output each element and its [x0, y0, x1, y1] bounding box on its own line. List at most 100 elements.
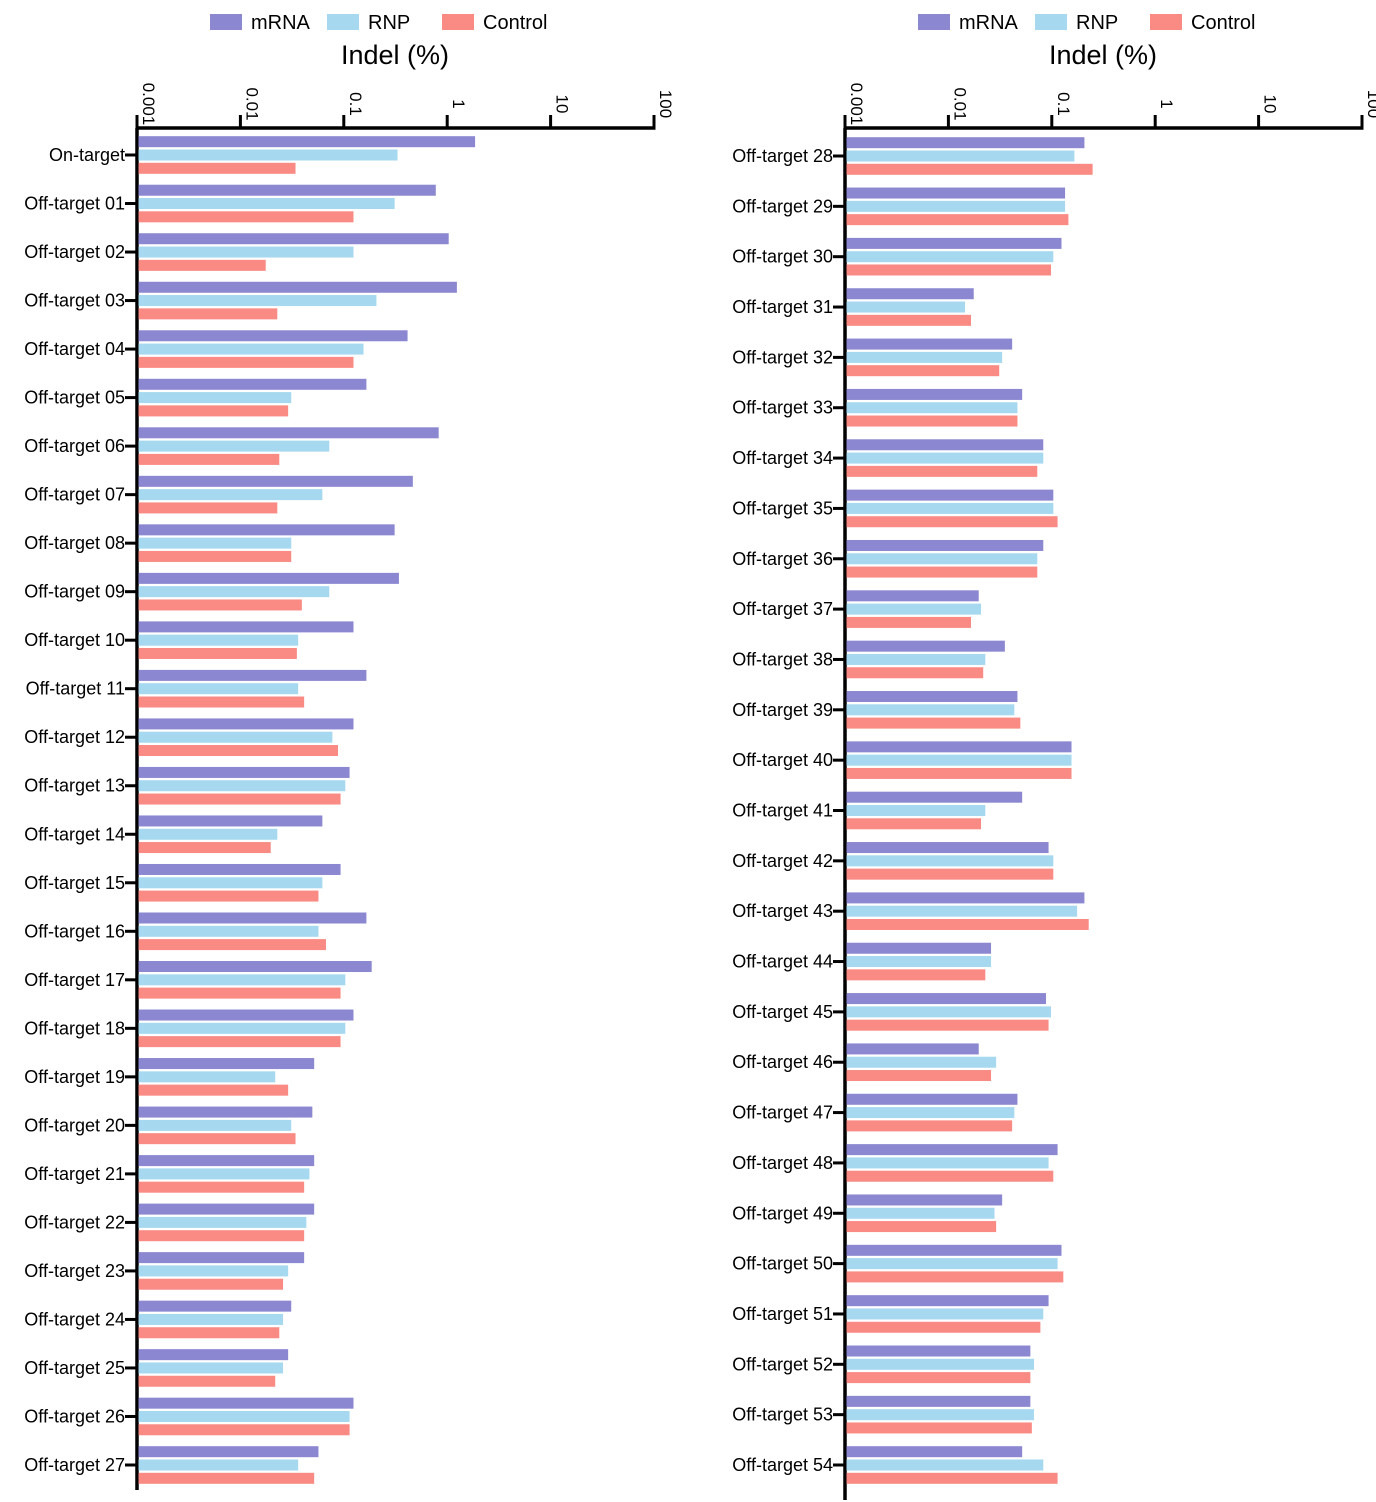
x-tick-label: 0.001 — [139, 83, 158, 126]
chart-1: mRNA RNP Control Indel (%) 0.001 0.01 0.1 1 10 10… — [24, 12, 675, 1490]
category-row: Off-target 27 — [24, 1446, 319, 1484]
bar-rnp — [138, 877, 323, 889]
category-label: Off-target 34 — [732, 448, 833, 468]
category-row: Off-target 13 — [24, 766, 350, 805]
legend-swatch-control — [1150, 14, 1182, 30]
bar-mrna — [138, 233, 449, 245]
bar-control — [138, 405, 289, 417]
category-row: Off-target 07 — [24, 475, 413, 514]
x-tick-label: 1 — [1157, 99, 1176, 108]
bar-rnp — [138, 780, 346, 792]
bar-control — [138, 842, 271, 854]
bar-mrna — [846, 1093, 1018, 1105]
bar-control — [138, 162, 296, 174]
category-row: On-target — [49, 136, 476, 174]
bar-rnp — [138, 1313, 284, 1325]
x-tick-label: 10 — [1261, 95, 1280, 114]
bar-control — [138, 1375, 276, 1387]
category-label: Off-target 43 — [732, 901, 833, 921]
bar-control — [846, 1170, 1054, 1182]
legend: mRNA RNP Control — [210, 12, 547, 34]
category-label: Off-target 37 — [732, 599, 833, 619]
category-label: Off-target 02 — [24, 242, 125, 262]
bar-rnp — [846, 452, 1044, 464]
category-label: Off-target 49 — [732, 1203, 833, 1223]
category-label: Off-target 13 — [24, 776, 125, 796]
legend-label-control: Control — [483, 12, 547, 34]
bar-rnp — [846, 1409, 1034, 1421]
category-row: Off-target 12 — [24, 718, 354, 757]
x-tick-label: 0.01 — [950, 87, 969, 120]
bar-control — [846, 918, 1089, 930]
bar-rnp — [138, 489, 323, 501]
category-row: Off-target 42 — [732, 842, 1054, 880]
bar-control — [846, 1422, 1032, 1434]
bar-mrna — [138, 669, 367, 681]
bar-rnp — [138, 828, 278, 840]
category-row: Off-target 50 — [732, 1244, 1064, 1283]
bar-mrna — [846, 1295, 1049, 1307]
legend: mRNA RNP Control — [918, 12, 1255, 34]
bar-rnp — [846, 402, 1018, 414]
category-row: Off-target 33 — [732, 388, 1023, 427]
bar-rnp — [138, 1168, 310, 1180]
x-tick-label: 10 — [553, 95, 572, 114]
category-row: Off-target 17 — [24, 961, 372, 999]
category-label: Off-target 50 — [732, 1254, 833, 1274]
category-row: Off-target 52 — [732, 1345, 1034, 1384]
category-label: Off-target 46 — [732, 1052, 833, 1072]
category-row: Off-target 54 — [732, 1446, 1058, 1484]
bar-mrna — [138, 1058, 315, 1070]
bar-control — [846, 163, 1093, 175]
bar-control — [846, 264, 1051, 276]
category-label: Off-target 12 — [24, 727, 125, 747]
category-row: Off-target 15 — [24, 863, 341, 902]
category-label: Off-target 22 — [24, 1212, 125, 1232]
category-label: Off-target 30 — [732, 247, 833, 267]
bar-mrna — [138, 1155, 315, 1167]
category-label: Off-target 01 — [24, 194, 125, 214]
bar-rnp — [846, 351, 1003, 363]
bar-rnp — [846, 754, 1072, 766]
category-label: Off-target 41 — [732, 801, 833, 821]
bar-mrna — [138, 281, 457, 293]
category-label: Off-target 48 — [732, 1153, 833, 1173]
bar-rnp — [138, 246, 354, 258]
category-row: Off-target 41 — [732, 791, 1023, 830]
bar-mrna — [846, 338, 1013, 350]
category-label: Off-target 27 — [24, 1455, 125, 1475]
bar-control — [138, 987, 341, 999]
bar-control — [846, 415, 1018, 427]
bar-mrna — [138, 863, 341, 875]
category-row: Off-target 21 — [24, 1155, 315, 1193]
bar-control — [138, 1036, 341, 1048]
category-label: Off-target 35 — [732, 498, 833, 518]
category-row: Off-target 03 — [24, 281, 457, 320]
bar-control — [138, 1327, 280, 1339]
bar-mrna — [138, 572, 399, 584]
bar-rnp — [846, 855, 1054, 867]
bar-mrna — [138, 1203, 315, 1215]
bar-rnp — [846, 301, 966, 313]
bar-control — [846, 1019, 1049, 1031]
bar-control — [138, 599, 302, 611]
category-row: Off-target 24 — [24, 1300, 292, 1339]
category-row: Off-target 44 — [732, 942, 992, 981]
legend-swatch-control — [442, 14, 474, 30]
x-tick-label: 0.1 — [346, 92, 365, 116]
bar-control — [138, 1230, 305, 1242]
bar-rnp — [846, 1358, 1034, 1370]
bar-mrna — [138, 1300, 292, 1312]
bar-mrna — [138, 524, 395, 536]
category-row: Off-target 02 — [24, 233, 449, 271]
category-label: Off-target 39 — [732, 700, 833, 720]
bar-control — [138, 1424, 350, 1436]
category-label: Off-target 44 — [732, 952, 833, 972]
category-row: Off-target 05 — [24, 378, 367, 417]
category-label: Off-target 24 — [24, 1309, 125, 1329]
bar-control — [846, 1221, 997, 1233]
bar-mrna — [138, 184, 436, 196]
category-row: Off-target 23 — [24, 1252, 305, 1290]
category-row: Off-target 30 — [732, 237, 1062, 276]
bar-mrna — [846, 842, 1049, 854]
